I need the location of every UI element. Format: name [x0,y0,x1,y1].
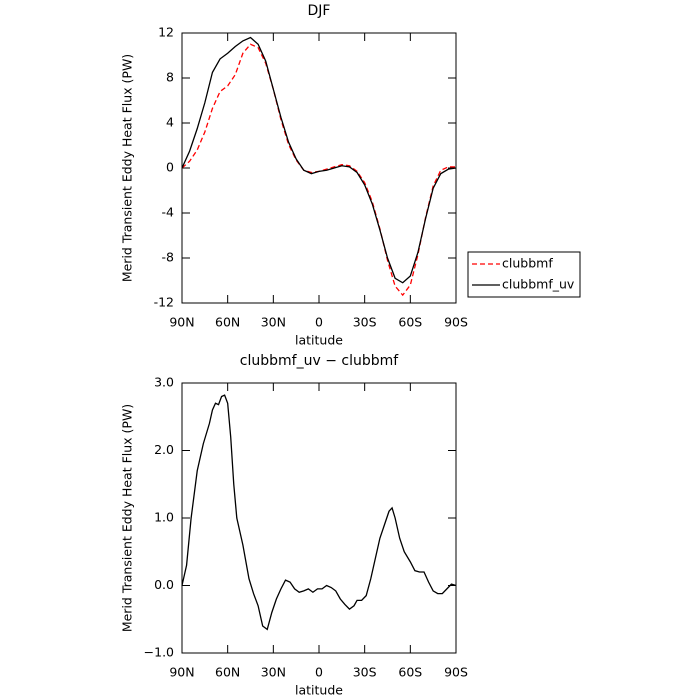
data-line [181,394,457,631]
x-tick-label: 90N [169,665,194,680]
x-tick-label: 60S [398,315,422,330]
legend-box [467,251,581,298]
y-tick-label: -4 [162,205,175,220]
y-tick-label: 1.0 [154,510,174,525]
data-line [181,43,456,297]
x-tick-label: 0 [315,315,323,330]
y-tick-label: 0.0 [154,577,174,592]
x-axis-label: latitude [295,333,343,348]
x-tick-label: 60S [398,665,422,680]
plot-frame [181,32,457,304]
y-tick-label: 4 [166,115,174,130]
x-tick-label: 90N [169,315,194,330]
y-axis-label: Merid Transient Eddy Heat Flux (PW) [120,404,135,632]
y-tick-label: 3.0 [154,375,174,390]
x-tick-label: 30N [261,315,286,330]
y-tick-label: 2.0 [154,442,174,457]
x-tick-label: 60N [215,315,240,330]
y-axis-label: Merid Transient Eddy Heat Flux (PW) [120,54,135,282]
y-tick-label: -12 [154,295,174,310]
x-tick-label: 90S [444,665,468,680]
y-tick-label: 8 [166,70,174,85]
plot-frame [181,382,457,654]
x-tick-label: 30S [353,665,377,680]
legend-label: clubbmf_uv [502,277,575,292]
x-tick-label: 90S [444,315,468,330]
y-tick-label: −1.0 [144,645,174,660]
y-tick-label: -8 [162,250,175,265]
x-tick-label: 60N [215,665,240,680]
y-tick-label: 12 [158,25,174,40]
x-tick-label: 30N [261,665,286,680]
chart-title: clubbmf_uv − clubbmf [240,353,399,369]
x-tick-label: 30S [353,315,377,330]
y-tick-label: 0 [166,160,174,175]
legend-label: clubbmf [502,256,553,271]
x-tick-label: 0 [315,665,323,680]
data-line [181,36,457,284]
x-axis-label: latitude [295,683,343,698]
chart-title: DJF [308,3,331,19]
